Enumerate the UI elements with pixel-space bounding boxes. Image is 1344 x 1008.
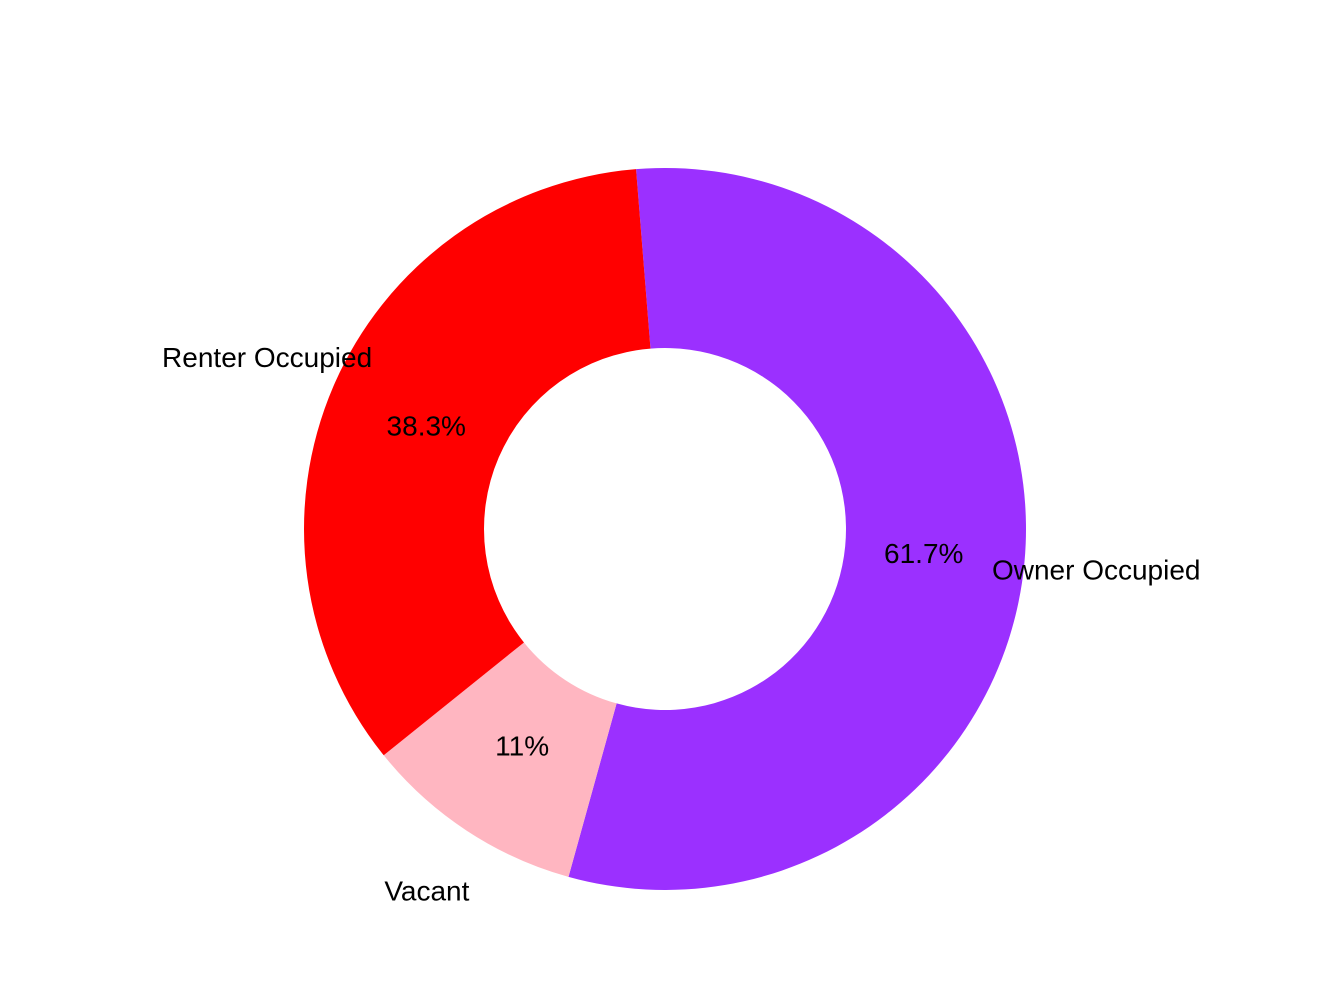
slice-owner-occupied — [568, 168, 1026, 890]
percent-label-renter-occupied: 38.3% — [387, 411, 466, 442]
slice-vacant — [383, 642, 617, 877]
slice-label-owner-occupied: Owner Occupied — [992, 555, 1201, 586]
slice-label-vacant: Vacant — [384, 875, 469, 906]
percent-label-vacant: 11% — [495, 731, 549, 762]
slice-renter-occupied — [304, 169, 651, 756]
slice-label-renter-occupied: Renter Occupied — [162, 342, 372, 373]
percent-label-owner-occupied: 61.7% — [884, 538, 963, 569]
